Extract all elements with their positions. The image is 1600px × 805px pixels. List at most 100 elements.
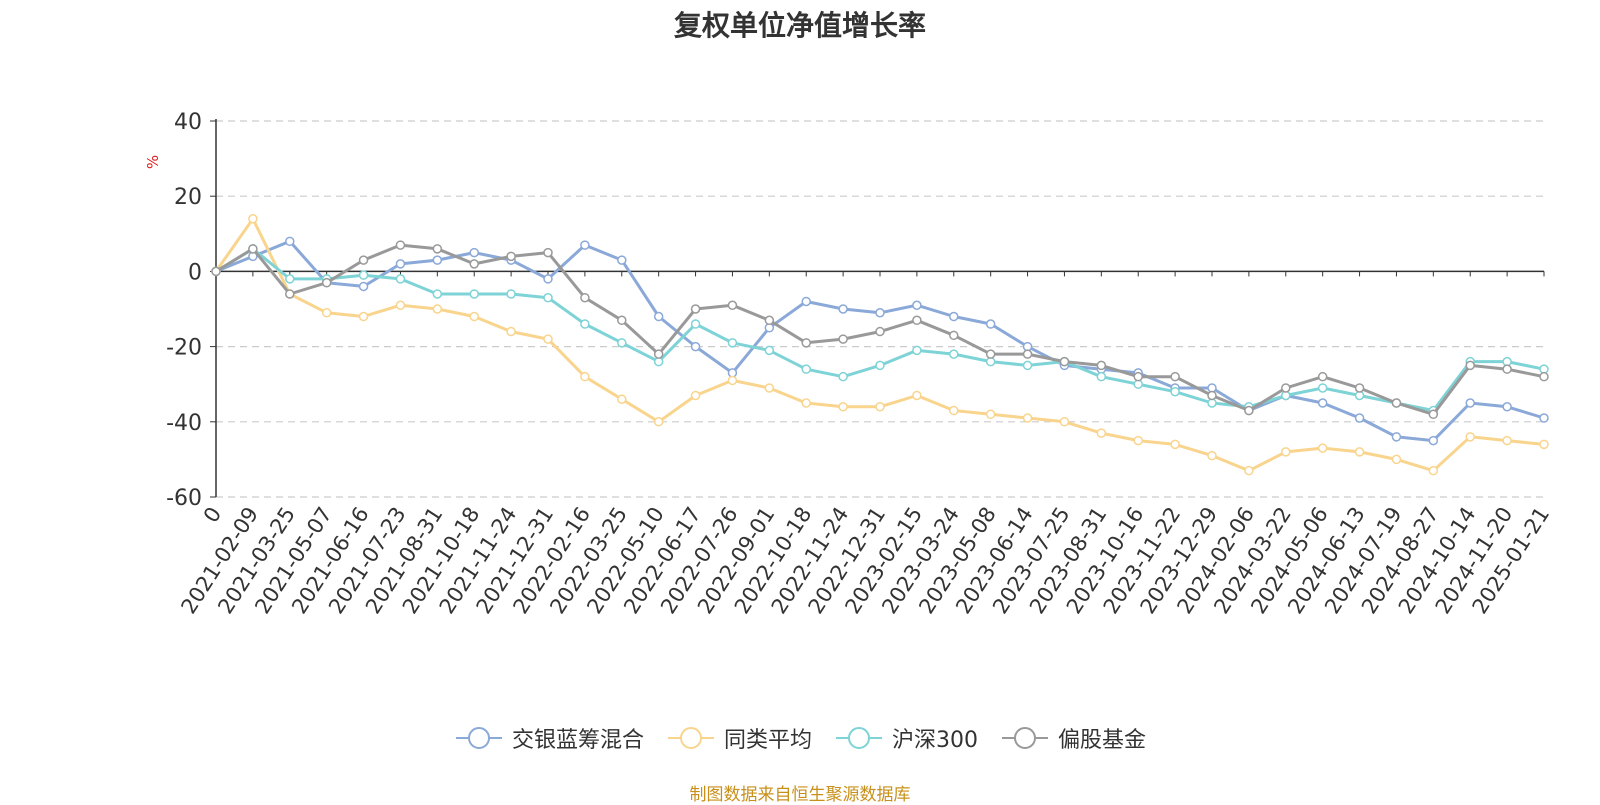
legend-item[interactable]: 交银蓝筹混合 [454, 722, 644, 754]
data-point [358, 255, 369, 265]
data-point [1170, 371, 1180, 382]
data-point [690, 390, 701, 401]
data-point [395, 300, 406, 310]
data-point [1502, 402, 1512, 412]
data-point [1022, 413, 1033, 423]
data-point [1539, 413, 1549, 423]
legend-label: 交银蓝筹混合 [511, 728, 644, 753]
data-point [1170, 439, 1180, 450]
data-point [1022, 360, 1033, 371]
data-point [617, 394, 627, 404]
data-point [727, 375, 738, 386]
data-point [1539, 371, 1549, 382]
data-point [580, 319, 590, 329]
data-point [1096, 360, 1107, 371]
y-tick-label: 40 [174, 110, 202, 135]
data-point [875, 308, 885, 318]
y-tick-label: -40 [166, 411, 202, 436]
data-point [543, 247, 553, 258]
data-point [1428, 435, 1439, 446]
data-point [985, 349, 996, 359]
data-point [395, 259, 406, 269]
data-point [1502, 435, 1512, 446]
data-point [985, 319, 996, 329]
data-point [1354, 383, 1365, 393]
data-point [653, 349, 664, 359]
data-point [1096, 428, 1107, 438]
data-point [875, 402, 885, 412]
y-tick-label: 20 [174, 185, 202, 210]
legend-circle [679, 727, 702, 749]
data-point [358, 311, 369, 322]
data-point [469, 289, 479, 299]
data-point [617, 338, 627, 348]
data-point [838, 371, 848, 382]
data-point [1281, 383, 1291, 393]
x-tick-label: 0 [199, 503, 226, 527]
data-point [1022, 349, 1033, 359]
data-point [1391, 454, 1402, 465]
series-line [214, 217, 1545, 473]
data-point [432, 255, 443, 265]
data-point [1207, 450, 1217, 461]
data-point [543, 292, 553, 303]
data-point [1059, 417, 1070, 427]
data-point [1317, 398, 1328, 408]
legend-circle [467, 727, 490, 749]
data-point [949, 405, 959, 416]
data-point [1391, 398, 1402, 408]
data-point [727, 300, 738, 310]
legend-label: 同类平均 [723, 728, 812, 753]
data-point [1391, 432, 1402, 442]
data-point [543, 334, 553, 344]
data-point [211, 266, 221, 277]
legend-circle [1014, 727, 1036, 749]
data-point [506, 326, 516, 337]
legend-marker-icon [667, 727, 714, 749]
data-point [1465, 432, 1475, 442]
data-point [248, 214, 258, 224]
data-point [764, 345, 775, 356]
data-point [912, 390, 922, 401]
data-point [469, 311, 479, 322]
data-point [1133, 435, 1143, 446]
data-point [690, 319, 701, 329]
data-point [1244, 405, 1254, 416]
legend-item[interactable]: 偏股基金 [1000, 722, 1146, 754]
source-note: 制图数据来自恒生聚源数据库 [689, 785, 911, 805]
data-point [838, 304, 848, 314]
y-tick-label: -60 [166, 486, 202, 511]
data-point [580, 292, 590, 303]
data-point [1428, 409, 1439, 420]
axes: 40200-20-40-6002021-02-092021-03-252021-… [166, 110, 1554, 618]
legend-item[interactable]: 沪深300 [834, 722, 978, 754]
data-point [653, 311, 664, 322]
data-point [801, 398, 811, 408]
data-point [285, 289, 295, 299]
legend[interactable]: 交银蓝筹混合 同类平均 沪深300 偏股基金 [0, 722, 1600, 754]
data-point [395, 274, 406, 284]
data-point [912, 300, 922, 310]
data-point [1428, 465, 1439, 476]
data-point [690, 341, 701, 352]
data-point [985, 409, 996, 420]
data-point [1465, 398, 1475, 408]
data-point [912, 345, 922, 356]
data-point [653, 417, 664, 427]
data-point [1244, 465, 1254, 476]
chart-title: 复权单位净值增长率 [673, 9, 926, 42]
data-point [949, 349, 959, 359]
data-point [949, 311, 959, 322]
data-point [285, 274, 295, 284]
legend-label: 偏股基金 [1058, 728, 1147, 753]
data-point [1354, 413, 1365, 423]
data-point [1096, 371, 1107, 382]
legend-item[interactable]: 同类平均 [666, 722, 812, 754]
data-point [875, 360, 885, 371]
data-point [1502, 364, 1512, 374]
data-point [1317, 371, 1328, 382]
data-point [285, 236, 295, 247]
data-point [1354, 447, 1365, 457]
data-point [580, 371, 590, 382]
